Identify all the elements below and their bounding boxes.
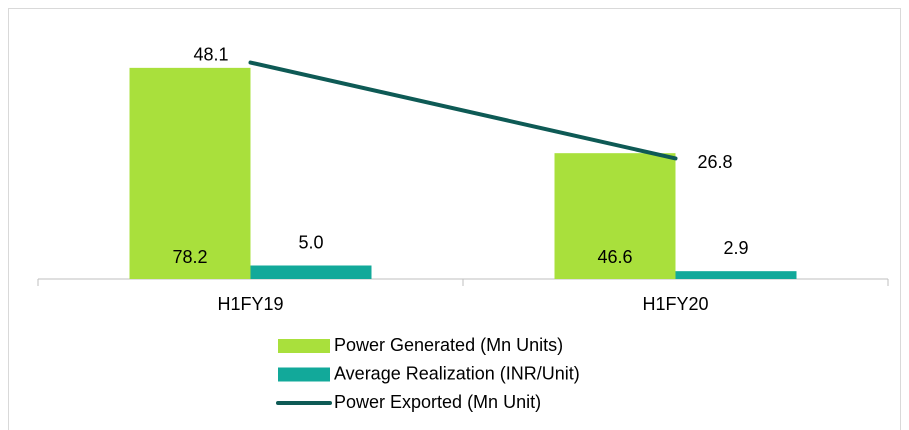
line: [248, 60, 678, 161]
data-label: 26.8: [698, 152, 733, 172]
data-label: 2.9: [723, 238, 748, 258]
legend-swatch: [278, 367, 330, 382]
data-label: 46.6: [597, 247, 632, 267]
data-label: 78.2: [172, 247, 207, 267]
legend-label: Power Generated (Mn Units): [334, 335, 563, 355]
bar: [554, 153, 676, 279]
bar: [675, 271, 797, 279]
data-label: 5.0: [298, 232, 323, 252]
x-tick-label: H1FY19: [217, 294, 283, 314]
legend-label: Power Exported (Mn Unit): [334, 392, 541, 412]
chart-frame: [8, 8, 901, 430]
x-tick-label: H1FY20: [642, 294, 708, 314]
legend-label: Average Realization (INR/Unit): [334, 363, 580, 383]
bar: [129, 67, 251, 279]
bar: [250, 265, 372, 279]
data-label: 48.1: [193, 44, 228, 64]
legend-swatch: [278, 339, 330, 353]
